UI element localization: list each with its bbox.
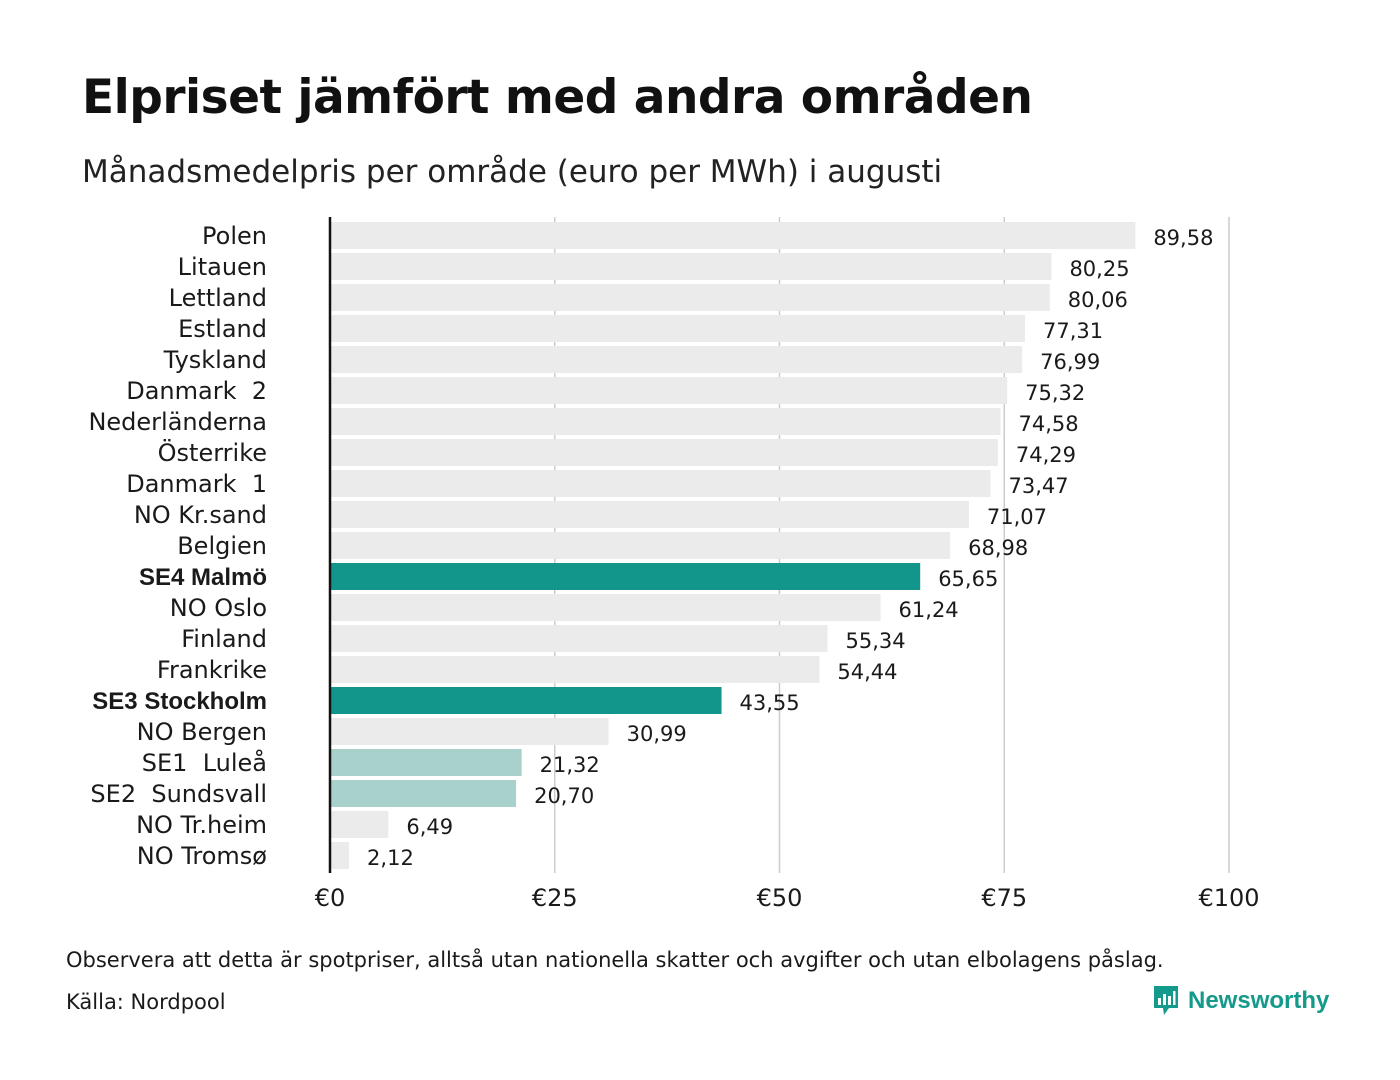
bar bbox=[330, 687, 722, 714]
bar bbox=[330, 718, 609, 745]
value-label: 30,99 bbox=[627, 722, 687, 746]
footnote: Observera att detta är spotpriser, allts… bbox=[66, 948, 1164, 972]
bar bbox=[330, 377, 1008, 404]
value-label: 74,58 bbox=[1018, 412, 1078, 436]
value-label: 75,32 bbox=[1025, 381, 1085, 405]
bar bbox=[330, 749, 522, 776]
value-label: 54,44 bbox=[837, 660, 897, 684]
value-label: 6,49 bbox=[406, 815, 453, 839]
category-label: Polen bbox=[202, 222, 267, 250]
chart-bars bbox=[330, 222, 1136, 869]
bar bbox=[330, 315, 1026, 342]
category-label: Litauen bbox=[178, 253, 267, 281]
value-label: 65,65 bbox=[938, 567, 998, 591]
bar bbox=[330, 625, 828, 652]
source-credit: Källa: Nordpool bbox=[66, 990, 226, 1014]
category-label: Finland bbox=[181, 625, 267, 653]
category-label: Tyskland bbox=[163, 346, 267, 374]
value-label: 21,32 bbox=[540, 753, 600, 777]
category-label: NO Tr.heim bbox=[136, 811, 267, 839]
value-label: 20,70 bbox=[534, 784, 594, 808]
category-label: NO Kr.sand bbox=[134, 501, 267, 529]
bar bbox=[330, 563, 921, 590]
category-label: SE1 Luleå bbox=[142, 748, 267, 777]
category-label: Danmark 2 bbox=[126, 377, 267, 405]
category-label: SE3 Stockholm bbox=[92, 688, 267, 715]
value-label: 80,06 bbox=[1068, 288, 1128, 312]
x-tick-label: €75 bbox=[981, 884, 1027, 912]
bar bbox=[330, 470, 991, 497]
value-label: 73,47 bbox=[1008, 474, 1068, 498]
category-label: Frankrike bbox=[157, 656, 267, 684]
chart-subtitle: Månadsmedelpris per område (euro per MWh… bbox=[82, 154, 943, 190]
bar bbox=[330, 253, 1052, 280]
bar bbox=[330, 780, 517, 807]
category-label: Österrike bbox=[158, 438, 267, 467]
bar bbox=[330, 439, 998, 466]
category-label: NO Bergen bbox=[137, 718, 267, 746]
brand-name: Newsworthy bbox=[1188, 987, 1330, 1014]
x-tick-label: €100 bbox=[1198, 884, 1259, 912]
bar bbox=[330, 284, 1050, 311]
chart-labels: €0 €25 €50 €75 €100 Polen 89,58 Litauen 80,25 Let… bbox=[88, 222, 1259, 912]
bar bbox=[330, 532, 951, 559]
bar bbox=[330, 408, 1001, 435]
value-label: 80,25 bbox=[1069, 257, 1129, 281]
category-label: Lettland bbox=[169, 284, 267, 312]
value-label: 61,24 bbox=[899, 598, 959, 622]
value-label: 89,58 bbox=[1153, 226, 1213, 250]
bar bbox=[330, 222, 1136, 249]
category-label: NO Oslo bbox=[170, 594, 267, 622]
value-label: 68,98 bbox=[968, 536, 1028, 560]
x-tick-label: €50 bbox=[757, 884, 803, 912]
bar bbox=[330, 842, 350, 869]
category-label: SE4 Malmö bbox=[139, 564, 267, 591]
category-label: Nederländerna bbox=[88, 408, 267, 436]
value-label: 55,34 bbox=[846, 629, 906, 653]
x-tick-label: €25 bbox=[532, 884, 578, 912]
bar bbox=[330, 594, 881, 621]
category-label: Estland bbox=[178, 315, 267, 343]
bar-chart: €0 €25 €50 €75 €100 Polen 89,58 Litauen 80,25 Let… bbox=[88, 217, 1260, 912]
bar bbox=[330, 811, 389, 838]
value-label: 2,12 bbox=[367, 846, 414, 870]
newsworthy-logo-icon bbox=[1154, 986, 1178, 1015]
category-label: Belgien bbox=[177, 532, 267, 560]
value-label: 43,55 bbox=[740, 691, 800, 715]
value-label: 71,07 bbox=[987, 505, 1047, 529]
value-label: 76,99 bbox=[1040, 350, 1100, 374]
bar bbox=[330, 501, 969, 528]
value-label: 77,31 bbox=[1043, 319, 1103, 343]
value-label: 74,29 bbox=[1016, 443, 1076, 467]
x-tick-label: €0 bbox=[315, 884, 346, 912]
brand-logo: Newsworthy bbox=[1152, 984, 1329, 1018]
bar bbox=[330, 656, 820, 683]
bar bbox=[330, 346, 1023, 373]
category-label: NO Tromsø bbox=[137, 842, 267, 870]
category-label: SE2 Sundsvall bbox=[90, 780, 267, 808]
chart-title: Elpriset jämfört med andra områden bbox=[82, 70, 1033, 125]
category-label: Danmark 1 bbox=[126, 470, 267, 498]
